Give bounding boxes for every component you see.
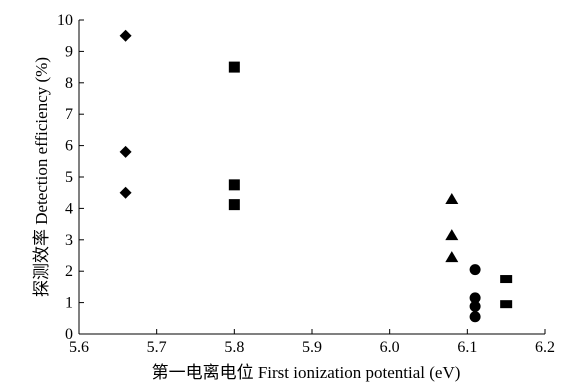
y-tick-label: 7 (65, 106, 73, 123)
y-tick-label: 3 (65, 232, 73, 249)
x-tick-label: 5.8 (224, 339, 244, 356)
y-tick-label: 4 (65, 200, 73, 217)
square-point (228, 199, 240, 211)
x-axis-title: 第一电离电位 First ionization potential (eV) (152, 363, 461, 382)
y-tick-label: 5 (65, 169, 73, 186)
x-tick-label: 5.7 (147, 339, 167, 356)
x-tick-label: 5.9 (302, 339, 322, 356)
diamond-point (119, 29, 132, 42)
x-ticks: 5.6 5.7 5.8 5.9 6.0 6.1 6.2 (69, 329, 555, 356)
circle-point (469, 311, 481, 323)
triangle-point (445, 192, 459, 204)
rectangle-point (500, 275, 513, 284)
x-tick-label: 6.1 (457, 339, 477, 356)
y-tick-label: 8 (65, 75, 73, 92)
axes (78, 20, 545, 335)
y-tick-label: 10 (57, 12, 73, 29)
circle-point (469, 292, 481, 304)
y-tick-label: 9 (65, 43, 73, 60)
triangle-point (445, 251, 459, 263)
y-tick-label: 2 (65, 263, 73, 280)
data-points (119, 29, 513, 323)
x-tick-label: 6.2 (535, 339, 555, 356)
x-tick-label: 5.6 (69, 339, 89, 356)
rectangle-point (500, 300, 513, 309)
y-ticks: 0 1 2 3 4 5 6 7 8 9 10 (57, 12, 84, 343)
y-tick-label: 0 (65, 326, 73, 343)
circle-point (469, 264, 481, 276)
square-point (228, 61, 240, 73)
y-tick-label: 6 (65, 138, 73, 155)
y-axis-title: 探测效率 Detection efficiency (%) (32, 57, 51, 297)
diamond-point (119, 186, 132, 199)
y-tick-label: 1 (65, 295, 73, 312)
circle-point (469, 300, 481, 312)
square-point (228, 179, 240, 191)
x-tick-label: 6.0 (380, 339, 400, 356)
diamond-point (119, 145, 132, 158)
triangle-point (445, 229, 459, 241)
